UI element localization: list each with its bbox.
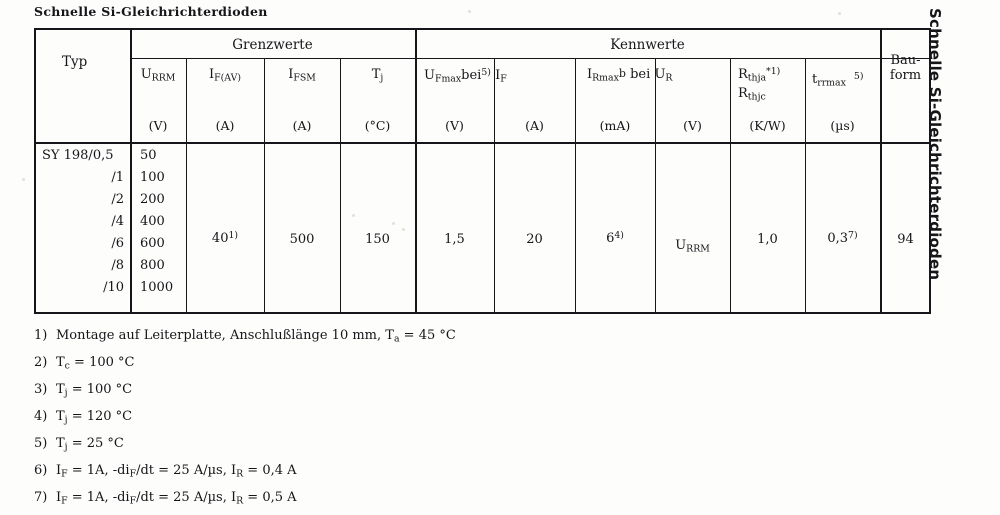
urrm-value: 200 [140,192,165,207]
column-header-irmax-bei-ur: IRmaxb bei UR [587,67,673,84]
col-divider-bauform [880,30,882,312]
column-header-urrm: URRM [140,67,176,84]
value-irmax: 64) [606,230,624,246]
value-ifsm: 500 [289,232,315,247]
unit-ifsm: (A) [292,118,312,133]
unit-irmax: (mA) [599,118,631,133]
column-header-ufmax-bei-if: UFmaxbei5) IF [424,67,507,85]
footnote-text: = 25 °C [67,436,124,451]
unit-ur: (V) [683,118,702,133]
footnote-number: 7) [34,490,48,505]
col-divider-urrm [186,58,187,312]
value-tj: 150 [365,232,390,247]
column-header-typ: Typ [62,54,88,70]
column-header-rth: Rthja*1) Rthjc [738,66,781,103]
footnote-text: = 100 °C [67,382,133,397]
footnote-text: = 100 °C [69,355,135,370]
footnote-4: 4) Tj = 120 °C [34,403,456,430]
scan-speck [402,228,405,231]
table-row: SY 198/0,5 [42,148,114,163]
unit-rth: (K/W) [749,118,786,133]
footnote-6: 6) IF = 1A, -diF/dt = 25 A/µs, IR = 0,4 A [34,457,456,484]
row-divider-header-body [36,142,929,144]
unit-ifav: (A) [215,118,235,133]
footnote-number: 3) [34,382,48,397]
col-divider-ifsm [340,58,341,312]
scan-speck [392,222,395,225]
table-row: /8 [111,258,124,273]
value-ifav: 401) [211,230,239,246]
group-header-grenzwerte: Grenzwerte [232,37,313,53]
unit-ufmax: (V) [445,118,464,133]
value-ur: URRM [675,238,710,255]
value-trrmax: 0,37) [827,230,858,246]
table-row: /2 [111,192,124,207]
urrm-value: 800 [140,258,165,273]
scan-speck [352,214,355,217]
col-divider-grenzwerte-kennwerte [415,30,417,312]
footnote-number: 6) [34,463,48,478]
footnote-text: Montage auf Leiterplatte, Anschlußlänge … [56,328,386,343]
value-ufmax: 1,5 [444,232,465,247]
scan-speck [838,12,841,15]
value-rth: 1,0 [757,232,778,247]
footnote-text: = 120 °C [67,409,133,424]
specification-table: Grenzwerte Kennwerte Typ Bau- form URRM … [34,28,931,314]
page-title: Schnelle Si-Gleichrichterdioden [34,4,268,19]
row-divider-group [130,58,929,59]
unit-trrmax: (µs) [830,118,855,133]
column-header-tj: Tj [371,67,384,84]
col-divider-rth [805,58,806,312]
footnote-number: 5) [34,436,48,451]
footnote-5: 5) Tj = 25 °C [34,430,456,457]
scan-speck [468,10,471,13]
urrm-value: 600 [140,236,165,251]
col-divider-irmax [655,58,656,312]
urrm-value: 1000 [140,280,174,295]
footnote-number: 2) [34,355,48,370]
bauform-line1: Bau- [890,53,921,68]
col-divider-ufmax [494,58,495,312]
footnote-7: 7) IF = 1A, -diF/dt = 25 A/µs, IR = 0,5 A [34,484,456,511]
table-row: /4 [111,214,124,229]
unit-if: (A) [525,118,544,133]
footnote-1: 1) Montage auf Leiterplatte, Anschlußläng… [34,322,456,349]
unit-tj: (°C) [364,118,391,133]
footnotes-list: 1) Montage auf Leiterplatte, Anschlußläng… [34,322,456,511]
scan-speck [22,178,25,181]
group-header-kennwerte: Kennwerte [610,37,685,53]
column-header-bauform: Bau- form [880,53,931,84]
col-divider-ifav [264,58,265,312]
unit-urrm: (V) [148,118,168,133]
table-row: /10 [103,280,124,295]
column-header-ifav: IF(AV) [209,67,241,84]
column-header-ifsm: IFSM [288,67,316,84]
urrm-value: 400 [140,214,165,229]
value-bauform: 94 [897,232,914,247]
footnote-number: 1) [34,328,48,343]
column-header-trrmax: trrmax5) [812,71,864,89]
urrm-value: 50 [140,148,157,163]
footnote-3: 3) Tj = 100 °C [34,376,456,403]
value-if: 20 [526,232,543,247]
table-row: /1 [111,170,124,185]
urrm-value: 100 [140,170,165,185]
footnote-2: 2) Tc = 100 °C [34,349,456,376]
col-divider-ur [730,58,731,312]
table-row: /6 [111,236,124,251]
col-divider-if [575,58,576,312]
footnote-number: 4) [34,409,48,424]
col-divider-typ [130,30,132,312]
bauform-line2: form [889,67,922,83]
